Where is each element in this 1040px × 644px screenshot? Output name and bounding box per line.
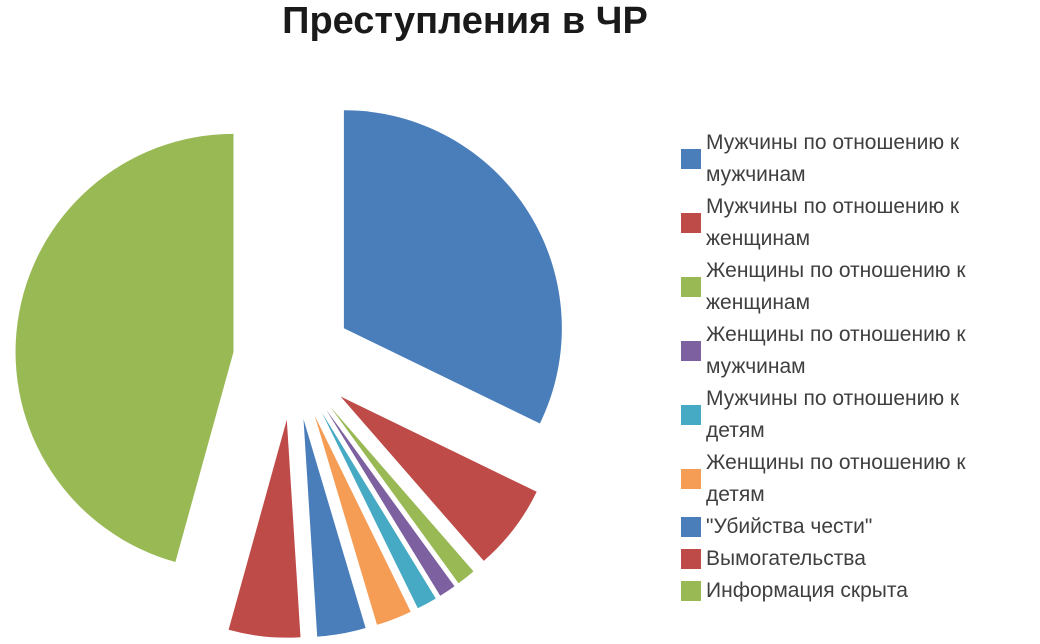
legend-label: Мужчины по отношению к мужчинам: [706, 131, 960, 186]
legend-label: Женщины по отношению к детям: [706, 451, 966, 506]
pie-slice: [340, 396, 537, 561]
legend-color-swatch: [681, 581, 701, 601]
legend-color-swatch: [681, 405, 701, 425]
legend-label: Женщины по отношению к женщинам: [706, 259, 966, 314]
legend-label: Вымогательства: [706, 547, 866, 570]
pie-plot-area: [15, 110, 562, 638]
pie-slice: [228, 419, 301, 638]
legend-color-swatch: [681, 549, 701, 569]
legend-item: Женщины по отношению к детям: [681, 447, 1021, 511]
legend-label: "Убийства чести": [706, 515, 873, 538]
legend-item: Мужчины по отношению к мужчинам: [681, 127, 1021, 191]
pie-slice: [326, 409, 455, 596]
legend-item: Женщины по отношению к женщинам: [681, 255, 1021, 319]
legend-color-swatch: [681, 213, 701, 233]
legend-item: Женщины по отношению к мужчинам: [681, 319, 1021, 383]
legend-label: Информация скрыта: [706, 579, 908, 602]
legend-item: Вымогательства: [681, 543, 1021, 575]
pie-slice: [321, 412, 436, 609]
legend-item: Мужчины по отношению к женщинам: [681, 191, 1021, 255]
legend-label: Мужчины по отношению к женщинам: [706, 195, 960, 250]
pie-slice: [343, 110, 562, 424]
legend-label: Мужчины по отношению к детям: [706, 387, 960, 442]
legend-color-swatch: [681, 469, 701, 489]
legend-item: Информация скрыта: [681, 575, 1021, 607]
pie-slice: [303, 419, 366, 637]
chart-title: Преступления в ЧР: [282, 0, 648, 42]
legend-color-swatch: [681, 517, 701, 537]
chart-legend: Мужчины по отношению к мужчинам Мужчины п…: [681, 127, 1021, 607]
legend-color-swatch: [681, 149, 701, 169]
legend-label: Женщины по отношению к мужчинам: [706, 323, 966, 378]
legend-item: "Убийства чести": [681, 511, 1021, 543]
legend-color-swatch: [681, 277, 701, 297]
legend-item: Мужчины по отношению к детям: [681, 383, 1021, 447]
legend-color-swatch: [681, 341, 701, 361]
pie-slice: [15, 133, 234, 562]
pie-slice: [330, 406, 474, 584]
pie-slice: [314, 415, 411, 625]
